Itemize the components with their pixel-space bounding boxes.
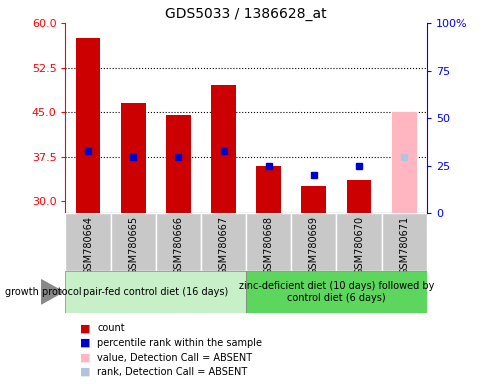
Text: pair-fed control diet (16 days): pair-fed control diet (16 days) (83, 287, 228, 297)
Bar (121, 103, 145, 213)
Bar (245, 213, 291, 271)
Bar (65, 271, 245, 313)
Bar (211, 85, 236, 213)
Bar (110, 213, 155, 271)
Text: ■: ■ (80, 367, 91, 377)
Text: GSM780668: GSM780668 (263, 216, 273, 275)
Bar (381, 213, 426, 271)
Bar (346, 180, 371, 213)
Text: growth protocol: growth protocol (5, 287, 81, 297)
Text: ■: ■ (80, 338, 91, 348)
Text: GSM780664: GSM780664 (83, 216, 93, 275)
Bar (291, 213, 336, 271)
Bar (65, 213, 110, 271)
Text: ■: ■ (80, 353, 91, 362)
Bar (155, 213, 200, 271)
Text: GSM780666: GSM780666 (173, 216, 183, 275)
Bar (336, 213, 381, 271)
Text: rank, Detection Call = ABSENT: rank, Detection Call = ABSENT (97, 367, 247, 377)
Text: value, Detection Call = ABSENT: value, Detection Call = ABSENT (97, 353, 252, 362)
Bar (200, 213, 245, 271)
Text: zinc-deficient diet (10 days) followed by
control diet (6 days): zinc-deficient diet (10 days) followed b… (238, 281, 433, 303)
Text: percentile rank within the sample: percentile rank within the sample (97, 338, 261, 348)
Text: GSM780665: GSM780665 (128, 216, 138, 275)
Bar (256, 166, 281, 213)
Text: GSM780669: GSM780669 (308, 216, 318, 275)
Bar (166, 115, 190, 213)
Bar (245, 271, 426, 313)
Text: count: count (97, 323, 124, 333)
Text: GSM780667: GSM780667 (218, 216, 228, 275)
Text: ■: ■ (80, 323, 91, 333)
Text: GSM780670: GSM780670 (353, 216, 363, 275)
Title: GDS5033 / 1386628_at: GDS5033 / 1386628_at (165, 7, 326, 21)
Bar (391, 112, 416, 213)
Bar (301, 186, 326, 213)
Text: GSM780671: GSM780671 (398, 216, 408, 275)
Polygon shape (41, 280, 63, 304)
Bar (76, 38, 100, 213)
